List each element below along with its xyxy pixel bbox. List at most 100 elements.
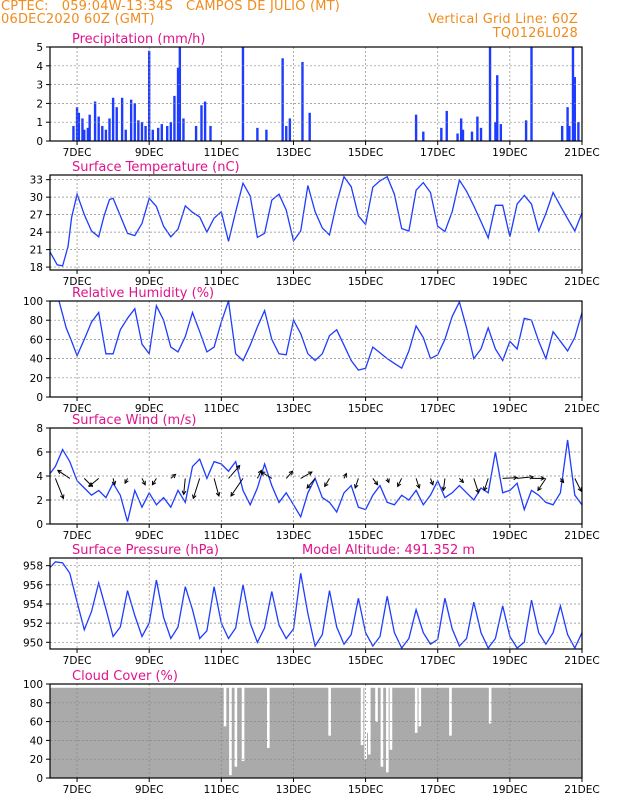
cloud-gap: [380, 686, 384, 767]
precip-bar: [101, 125, 104, 141]
precip-bar: [166, 125, 169, 141]
wind-arrow: [483, 478, 489, 491]
x-tick-label: 9DEC: [135, 147, 164, 159]
cloud-gap: [375, 686, 378, 722]
wind-arrowhead: [559, 478, 565, 484]
station-title: CPTEC: 059:04W-13:34S CAMPOS DE JULIO (M…: [1, 0, 341, 14]
precip-bar: [285, 125, 288, 141]
precip-bar: [203, 101, 207, 141]
model-id: TQ0126L028: [492, 26, 578, 41]
x-tick-label: 11DEC: [204, 403, 239, 415]
y-tick-label: 2: [36, 495, 43, 507]
x-tick-label: 11DEC: [204, 784, 239, 796]
x-tick-label: 21DEC: [564, 147, 599, 159]
wind-arrowhead: [151, 480, 157, 486]
wind-arrow: [517, 476, 534, 479]
wind-arrowhead: [288, 470, 294, 476]
temperature-title: Surface Temperature (nC): [72, 160, 240, 175]
cloud-gap: [368, 686, 371, 755]
precip-bar: [176, 67, 180, 141]
x-tick-label: 11DEC: [204, 530, 239, 542]
precip-bar: [182, 118, 185, 141]
precip-bar: [169, 122, 173, 141]
pressure-plot: [50, 561, 582, 649]
wind-arrow: [415, 478, 420, 489]
cloud-gap: [449, 686, 452, 736]
precip-bar: [104, 129, 108, 141]
precip-bar: [414, 114, 418, 141]
precip-bar: [494, 122, 497, 141]
x-tick-label: 19DEC: [492, 147, 527, 159]
x-tick-label: 15DEC: [348, 403, 383, 415]
pressure-title: Surface Pressure (hPa): [72, 543, 219, 558]
wind-arrow: [57, 469, 71, 479]
precip-bar: [476, 116, 479, 141]
precip-bar: [470, 131, 474, 141]
precip-bar: [445, 110, 448, 141]
y-tick-label: 958: [23, 561, 43, 573]
y-tick-label: 80: [30, 315, 43, 327]
x-tick-label: 7DEC: [63, 276, 92, 288]
x-tick-label: 13DEC: [276, 403, 311, 415]
precip-bar: [256, 127, 259, 141]
wind-arrowhead: [111, 480, 117, 486]
wind-arrowhead: [181, 490, 187, 496]
wind-title: Surface Wind (m/s): [72, 413, 196, 428]
x-tick-label: 15DEC: [348, 655, 383, 667]
wind-arrowhead: [230, 491, 235, 497]
x-tick-label: 11DEC: [204, 276, 239, 288]
precip-bar: [86, 127, 90, 141]
cloud-cover-plot: [50, 686, 582, 778]
precip-bar: [573, 77, 576, 141]
precip-bar: [111, 97, 115, 141]
wind-plot: [50, 439, 582, 522]
precip-bar: [137, 120, 140, 141]
precip-bar: [301, 62, 304, 141]
precip-bar: [124, 129, 127, 141]
cloud-gap: [364, 686, 367, 760]
cloud-gap: [488, 686, 492, 724]
x-tick-label: 7DEC: [63, 655, 92, 667]
run-date: 06DEC2020 60Z (GMT): [1, 12, 155, 27]
wind-arrowhead: [56, 469, 62, 475]
x-tick-label: 13DEC: [276, 276, 311, 288]
wind-arrow: [261, 471, 273, 479]
x-tick-label: 7DEC: [63, 530, 92, 542]
wind-arrowhead: [306, 483, 311, 489]
wind-arrow: [324, 478, 330, 487]
wind-arrow: [537, 478, 547, 491]
grid-line-note: Vertical Grid Line: 60Z: [428, 12, 578, 27]
wind-arrow: [112, 478, 116, 485]
precip-bar: [577, 122, 580, 141]
x-tick-label: 15DEC: [348, 276, 383, 288]
wind-arrow: [230, 478, 244, 497]
precip-bar: [97, 116, 100, 141]
cloud-gap: [389, 686, 393, 750]
panel-temperature: Surface Temperature (nC) 18 21 24 27 30 33 7DEC…: [30, 160, 600, 288]
wind-arrowhead: [354, 484, 359, 489]
x-tick-label: 13DEC: [276, 655, 311, 667]
cloud-gap: [241, 686, 245, 762]
precip-bar: [566, 107, 569, 141]
wind-arrowhead: [441, 486, 447, 492]
cloud-gap: [229, 686, 232, 776]
x-tick-label: 7DEC: [63, 784, 92, 796]
precip-bar: [129, 99, 133, 141]
precip-bar: [157, 127, 160, 141]
precip-bar: [530, 47, 533, 141]
precip-bar: [241, 47, 245, 141]
precip-bar: [308, 112, 311, 141]
cloud-gap: [328, 686, 331, 736]
precip-bar: [499, 124, 503, 141]
x-tick-label: 9DEC: [135, 784, 164, 796]
y-tick-label: 8: [36, 423, 43, 435]
y-tick-label: 4: [36, 471, 43, 483]
x-tick-label: 19DEC: [492, 403, 527, 415]
precip-bar: [140, 122, 144, 141]
cloud-gap: [360, 686, 364, 746]
temperature-line: [50, 175, 582, 267]
wind-arrowhead: [88, 482, 94, 488]
wind-arrowhead: [235, 464, 241, 470]
humidity-plot: [50, 301, 582, 371]
